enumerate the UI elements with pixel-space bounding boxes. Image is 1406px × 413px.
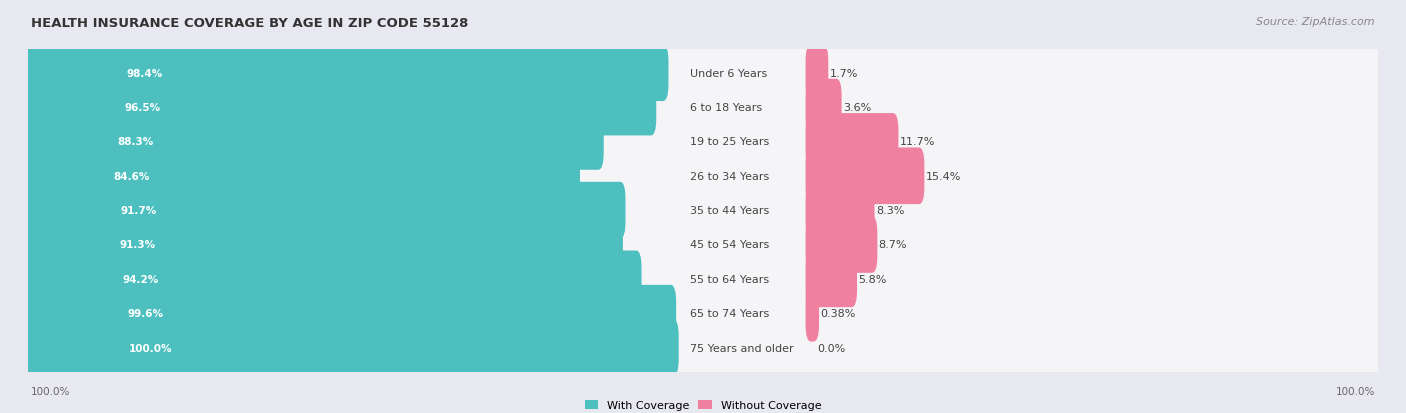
Text: 11.7%: 11.7% <box>900 137 935 147</box>
FancyBboxPatch shape <box>806 114 898 170</box>
FancyBboxPatch shape <box>27 251 641 307</box>
Text: 26 to 34 Years: 26 to 34 Years <box>689 171 769 181</box>
FancyBboxPatch shape <box>806 217 877 273</box>
Text: 100.0%: 100.0% <box>128 343 172 353</box>
Text: 65 to 74 Years: 65 to 74 Years <box>689 309 769 318</box>
Text: 100.0%: 100.0% <box>31 387 70 396</box>
FancyBboxPatch shape <box>27 319 679 376</box>
Text: 98.4%: 98.4% <box>127 69 163 78</box>
Text: 5.8%: 5.8% <box>859 274 887 284</box>
FancyBboxPatch shape <box>806 251 858 307</box>
FancyBboxPatch shape <box>21 128 1385 225</box>
Text: 84.6%: 84.6% <box>114 171 150 181</box>
FancyBboxPatch shape <box>21 59 1385 157</box>
FancyBboxPatch shape <box>806 285 820 342</box>
Text: Source: ZipAtlas.com: Source: ZipAtlas.com <box>1257 17 1375 26</box>
Text: 55 to 64 Years: 55 to 64 Years <box>689 274 769 284</box>
FancyBboxPatch shape <box>27 114 603 170</box>
FancyBboxPatch shape <box>806 45 828 102</box>
FancyBboxPatch shape <box>21 196 1385 294</box>
Text: 99.6%: 99.6% <box>128 309 165 318</box>
FancyBboxPatch shape <box>21 265 1385 362</box>
FancyBboxPatch shape <box>27 183 626 239</box>
FancyBboxPatch shape <box>27 217 623 273</box>
Text: 91.7%: 91.7% <box>121 206 156 216</box>
Text: 88.3%: 88.3% <box>117 137 153 147</box>
FancyBboxPatch shape <box>21 299 1385 396</box>
FancyBboxPatch shape <box>27 80 657 136</box>
Text: 45 to 54 Years: 45 to 54 Years <box>689 240 769 250</box>
Text: 15.4%: 15.4% <box>925 171 962 181</box>
Text: Under 6 Years: Under 6 Years <box>689 69 766 78</box>
Legend: With Coverage, Without Coverage: With Coverage, Without Coverage <box>581 395 825 413</box>
FancyBboxPatch shape <box>27 148 579 204</box>
FancyBboxPatch shape <box>21 25 1385 122</box>
Text: 35 to 44 Years: 35 to 44 Years <box>689 206 769 216</box>
Text: HEALTH INSURANCE COVERAGE BY AGE IN ZIP CODE 55128: HEALTH INSURANCE COVERAGE BY AGE IN ZIP … <box>31 17 468 29</box>
Text: 96.5%: 96.5% <box>125 103 162 113</box>
FancyBboxPatch shape <box>27 45 668 102</box>
FancyBboxPatch shape <box>21 162 1385 259</box>
Text: 6 to 18 Years: 6 to 18 Years <box>689 103 762 113</box>
Text: 1.7%: 1.7% <box>830 69 858 78</box>
Text: 0.0%: 0.0% <box>818 343 846 353</box>
Text: 94.2%: 94.2% <box>122 274 159 284</box>
FancyBboxPatch shape <box>806 80 842 136</box>
Text: 91.3%: 91.3% <box>120 240 156 250</box>
Text: 8.3%: 8.3% <box>876 206 904 216</box>
Text: 75 Years and older: 75 Years and older <box>689 343 793 353</box>
Text: 8.7%: 8.7% <box>879 240 907 250</box>
FancyBboxPatch shape <box>21 93 1385 191</box>
Text: 19 to 25 Years: 19 to 25 Years <box>689 137 769 147</box>
FancyBboxPatch shape <box>806 183 875 239</box>
Text: 100.0%: 100.0% <box>1336 387 1375 396</box>
FancyBboxPatch shape <box>21 230 1385 328</box>
FancyBboxPatch shape <box>806 148 924 204</box>
Text: 3.6%: 3.6% <box>844 103 872 113</box>
FancyBboxPatch shape <box>27 285 676 342</box>
Text: 0.38%: 0.38% <box>820 309 856 318</box>
